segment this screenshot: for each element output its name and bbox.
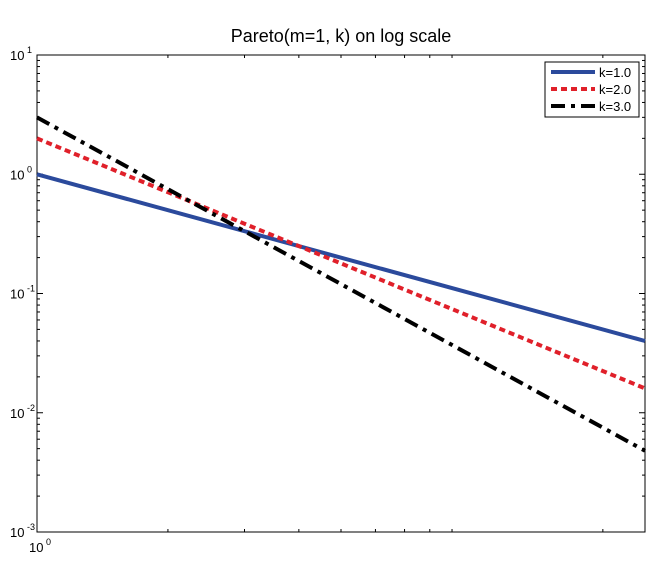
y-tick-label: 10 0 (10, 164, 32, 182)
series-line-1 (36, 172, 646, 343)
plot-frame (36, 54, 646, 533)
y-tick-base: 10 (10, 406, 24, 421)
y-tick-label: 10 -2 (10, 403, 35, 421)
y-tick-label: 10 1 (10, 45, 32, 63)
y-tick-base: 10 (10, 48, 24, 63)
y-tick-exponent: -1 (27, 284, 35, 294)
y-tick-exponent: 0 (27, 164, 32, 174)
plot-series (36, 115, 646, 453)
y-tick-label: 10 -3 (10, 522, 35, 540)
legend-label-2: k=2.0 (599, 82, 631, 97)
x-tick-exponent: 0 (46, 537, 51, 547)
chart-title: Pareto(m=1, k) on log scale (231, 26, 452, 46)
y-tick-exponent: -3 (27, 522, 35, 532)
y-tick-base: 10 (10, 287, 24, 302)
legend-label-3: k=3.0 (599, 99, 631, 114)
x-tick-label: 10 0 (29, 537, 51, 555)
y-tick-base: 10 (10, 167, 24, 182)
legend: k=1.0 k=2.0 k=3.0 (544, 61, 640, 118)
series-line-3 (36, 115, 646, 453)
plot-axes: 10 110 010 -110 -210 -310 0 (10, 45, 646, 555)
y-tick-exponent: -2 (27, 403, 35, 413)
y-tick-base: 10 (10, 525, 24, 540)
y-tick-label: 10 -1 (10, 284, 35, 302)
y-tick-exponent: 1 (27, 45, 32, 55)
series-line-2 (36, 136, 646, 391)
legend-label-1: k=1.0 (599, 65, 631, 80)
x-tick-base: 10 (29, 540, 43, 555)
